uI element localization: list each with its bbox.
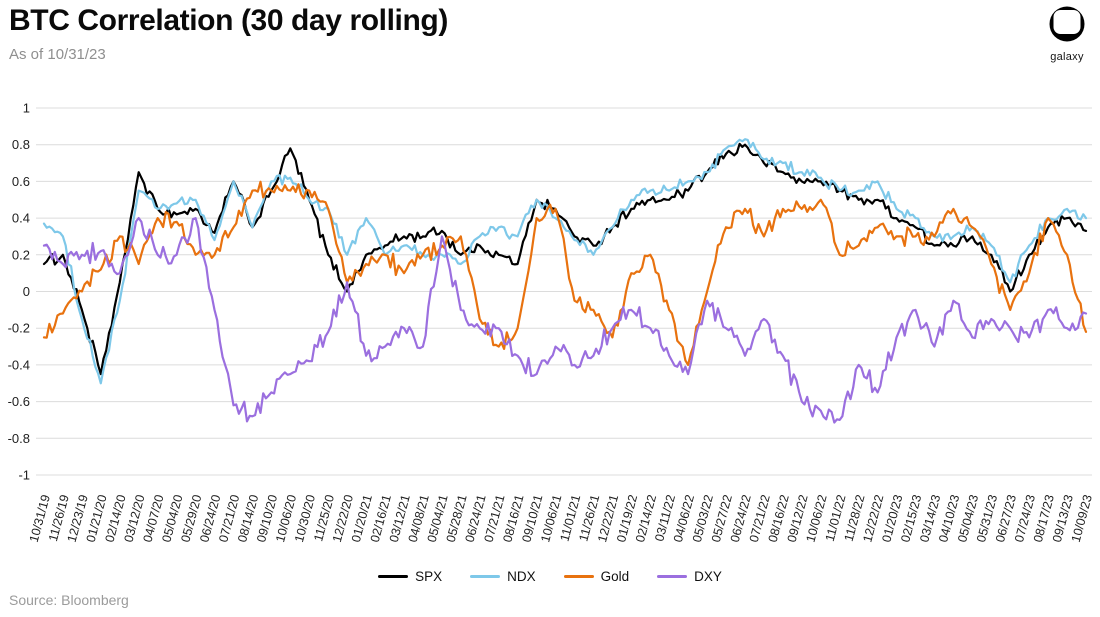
y-axis-tick-label: -0.6 xyxy=(8,394,30,409)
galaxy-logo: galaxy xyxy=(1044,5,1090,63)
legend-label-spx: SPX xyxy=(415,569,443,584)
y-axis-tick-label: -0.8 xyxy=(8,431,30,446)
correlation-line-chart: 10.80.60.40.20-0.2-0.4-0.6-0.8-110/31/19… xyxy=(8,101,1095,544)
legend-label-gold: Gold xyxy=(600,569,630,584)
y-axis-tick-label: 0.4 xyxy=(12,211,30,226)
source-note: Source: Bloomberg xyxy=(9,592,129,608)
y-axis-tick-label: -0.2 xyxy=(8,321,30,336)
galaxy-logo-label: galaxy xyxy=(1050,51,1084,63)
series-line-gold xyxy=(42,180,1088,366)
legend-swatch-dxy xyxy=(657,575,688,578)
y-axis-tick-label: 0.8 xyxy=(12,137,30,152)
y-axis-tick-label: 0.6 xyxy=(12,174,30,189)
legend-item-dxy: DXY xyxy=(657,569,722,584)
legend-item-gold: Gold xyxy=(563,569,630,584)
y-axis-tick-label: -1 xyxy=(18,468,30,483)
legend-label-dxy: DXY xyxy=(694,569,722,584)
legend-item-ndx: NDX xyxy=(470,569,536,584)
page-title: BTC Correlation (30 day rolling) xyxy=(9,4,448,37)
series-line-ndx xyxy=(42,138,1088,385)
galaxy-logo-icon xyxy=(1049,6,1085,42)
legend-label-ndx: NDX xyxy=(507,569,536,584)
series-line-spx xyxy=(42,142,1088,376)
legend-swatch-spx xyxy=(378,575,409,578)
legend-item-spx: SPX xyxy=(378,569,442,584)
legend-swatch-gold xyxy=(563,575,594,578)
header: BTC Correlation (30 day rolling) As of 1… xyxy=(9,4,448,63)
as-of-date: As of 10/31/23 xyxy=(9,46,106,63)
y-axis-tick-label: 1 xyxy=(23,101,30,116)
y-axis-tick-label: 0 xyxy=(23,284,30,299)
legend-swatch-ndx xyxy=(470,575,501,578)
series-line-dxy xyxy=(42,216,1088,424)
y-axis-tick-label: 0.2 xyxy=(12,247,30,262)
chart-legend: SPX NDX Gold DXY xyxy=(0,569,1100,584)
y-axis-tick-label: -0.4 xyxy=(8,357,30,372)
